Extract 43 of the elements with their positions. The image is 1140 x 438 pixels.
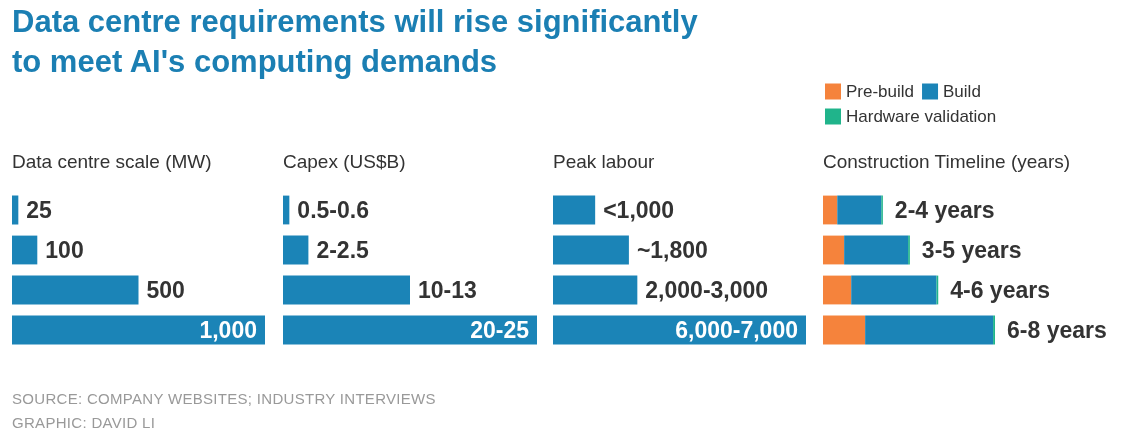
- data-label: 25: [26, 197, 53, 223]
- source-note: SOURCE: COMPANY WEBSITES; INDUSTRY INTERVIEWS: [12, 390, 436, 407]
- chart-subtitle: Peak labour: [553, 151, 655, 173]
- bar: [823, 235, 845, 265]
- bar: [12, 195, 19, 225]
- total-label: 2-4 years: [894, 197, 995, 223]
- data-label: 2-2.5: [316, 237, 370, 263]
- bar: [553, 235, 629, 265]
- bar: [823, 275, 852, 305]
- data-label: 2,000-3,000: [645, 277, 769, 303]
- bar: [283, 275, 410, 305]
- bar: [283, 195, 290, 225]
- data-label: <1,000: [603, 197, 675, 223]
- total-label: 6-8 years: [1007, 317, 1107, 343]
- bar: [851, 275, 937, 305]
- data-label: 500: [146, 277, 185, 303]
- bar: [823, 195, 838, 225]
- chart-subtitle: Construction Timeline (years): [823, 151, 1071, 173]
- legend-label: Pre-build: [846, 82, 915, 101]
- data-label: ~1,800: [636, 237, 708, 263]
- bar: [283, 235, 309, 265]
- chart-subtitle: Capex (US$B): [283, 151, 406, 173]
- bar: [553, 195, 596, 225]
- bar: [12, 235, 38, 265]
- bar: [837, 195, 882, 225]
- total-label: 4-6 years: [950, 277, 1050, 303]
- data-label: 0.5-0.6: [297, 197, 369, 223]
- data-label: 6,000-7,000: [675, 317, 798, 343]
- total-label: 3-5 years: [921, 237, 1022, 263]
- bar: [865, 315, 994, 345]
- text: GRAPHIC: DAVID LI: [12, 414, 156, 431]
- bar: [823, 315, 866, 345]
- chart-subtitle: Data centre scale (MW): [12, 151, 212, 173]
- data-label: 1,000: [199, 317, 257, 343]
- bar: [844, 235, 909, 265]
- data-label: 10-13: [418, 277, 477, 303]
- bar: [553, 275, 638, 305]
- text: Data centre requirements will rise significantly to meet AI's computing demands: [12, 3, 699, 81]
- data-label: 20-25: [470, 317, 530, 343]
- legend-label: Hardware validation: [846, 107, 997, 126]
- legend-label: Build: [943, 82, 981, 101]
- data-label: 100: [45, 237, 84, 263]
- bar: [12, 275, 139, 305]
